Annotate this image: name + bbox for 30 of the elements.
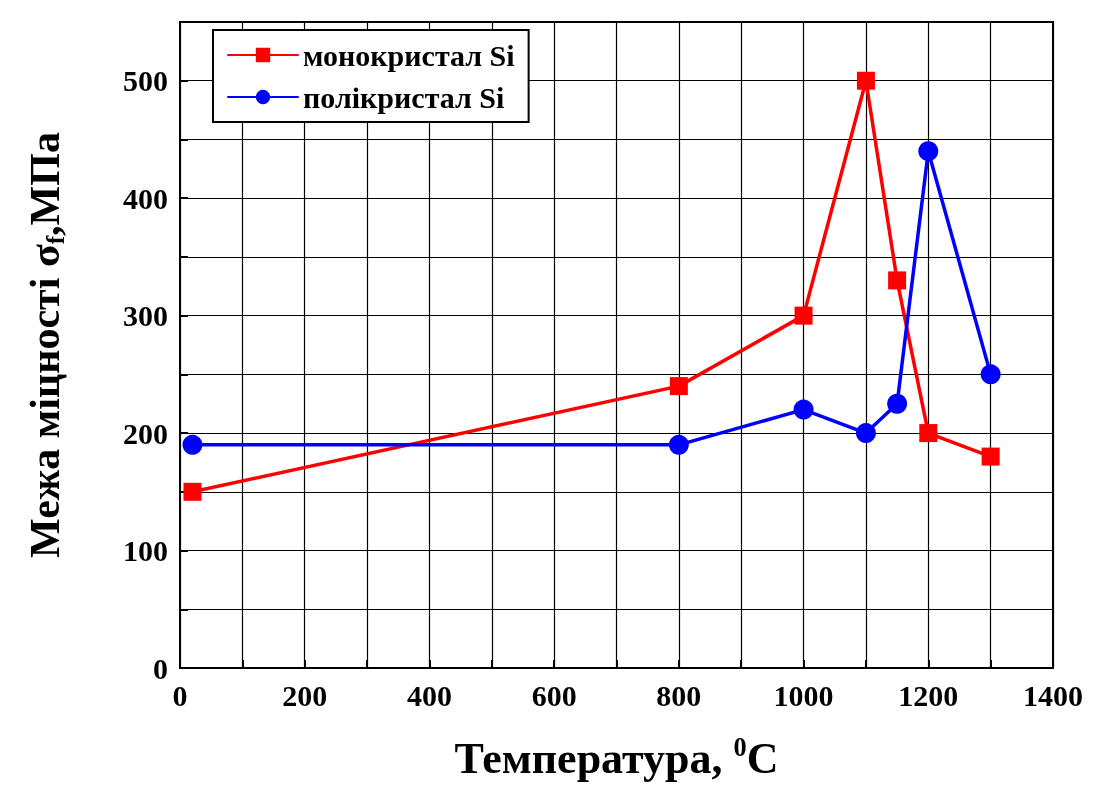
- point: [182, 434, 203, 455]
- point: [918, 141, 939, 162]
- y-tick-label: 200: [123, 416, 168, 450]
- x-tick-label: 1000: [773, 678, 834, 712]
- point: [855, 423, 876, 444]
- point: [981, 447, 1000, 466]
- y-tick-label: 400: [123, 181, 168, 215]
- x-tick-label: 800: [656, 678, 702, 712]
- point: [980, 364, 1001, 385]
- point: [919, 424, 938, 443]
- y-tick-label: 300: [123, 299, 168, 333]
- x-tick-label: 600: [531, 678, 577, 712]
- point: [856, 71, 875, 90]
- x-tick-label: 1200: [898, 678, 959, 712]
- y-tick-label: 500: [123, 64, 168, 98]
- legend-label: монокристал Si: [303, 38, 515, 72]
- x-tick-label: 1400: [1023, 678, 1083, 712]
- point: [888, 271, 907, 290]
- point: [668, 434, 689, 455]
- legend-label: полікристал Si: [303, 80, 505, 114]
- y-tick-label: 0: [153, 651, 168, 685]
- point: [669, 377, 688, 396]
- point: [793, 399, 814, 420]
- y-tick-label: 100: [123, 534, 168, 568]
- point: [183, 482, 202, 501]
- x-tick-label: 400: [406, 678, 452, 712]
- x-tick-label: 200: [282, 678, 328, 712]
- y-axis-title: Межа міцності σf,МПа: [22, 132, 69, 558]
- point: [887, 393, 908, 414]
- point: [794, 306, 813, 325]
